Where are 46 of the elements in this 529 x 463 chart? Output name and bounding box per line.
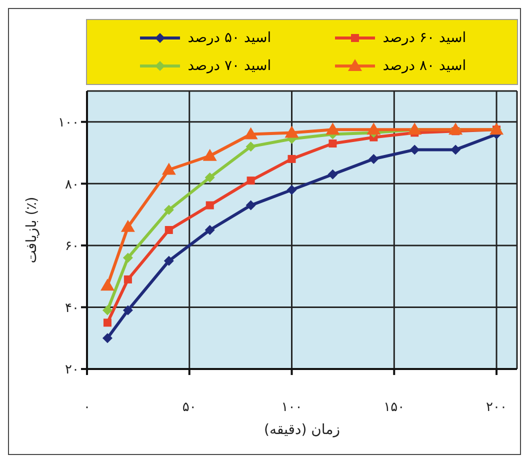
point — [410, 144, 420, 155]
point — [246, 176, 255, 185]
point — [162, 162, 176, 175]
point — [124, 275, 132, 284]
point — [206, 201, 214, 210]
point — [246, 200, 256, 210]
point — [120, 220, 135, 232]
y-axis-title: بازیافت (٪) — [24, 196, 40, 264]
point — [246, 142, 256, 152]
x-tick-label: ۱۰۰ — [281, 400, 302, 416]
x-axis-title: زمان (دقیقه) — [264, 422, 340, 438]
point — [328, 169, 338, 180]
y-tick-label: ۲۰ — [65, 362, 79, 378]
point — [326, 122, 340, 135]
point — [164, 226, 173, 234]
point — [102, 333, 112, 344]
point — [204, 172, 215, 182]
legend-label: اسید ۸۰ درصد — [382, 58, 466, 74]
legend-label: اسید ۷۰ درصد — [188, 58, 272, 74]
point — [286, 184, 297, 195]
point — [100, 278, 114, 291]
point — [103, 318, 112, 327]
y-tick-label: ۸۰ — [65, 177, 79, 192]
point — [122, 252, 133, 263]
y-tick-label: ۱۰۰ — [58, 116, 79, 131]
x-tick-label: ۵۰ — [182, 400, 196, 416]
point — [164, 204, 174, 215]
legend-label: اسید ۶۰ درصد — [382, 30, 466, 46]
point — [204, 225, 215, 235]
legend-label: اسید ۵۰ درصد — [188, 30, 272, 46]
x-tick-label: ۱۵۰ — [384, 400, 405, 416]
x-tick-label: ۲۰۰ — [486, 400, 507, 416]
point — [288, 154, 296, 163]
y-tick-label: ۴۰ — [65, 300, 79, 316]
point — [450, 144, 461, 155]
point — [102, 305, 112, 316]
point — [284, 126, 299, 138]
point — [164, 256, 174, 266]
point — [328, 140, 337, 148]
point — [202, 148, 217, 161]
point — [122, 305, 133, 316]
x-tick-label: ۰ — [84, 400, 90, 416]
y-tick-label: ۶۰ — [65, 239, 79, 254]
point — [366, 122, 381, 135]
point — [244, 127, 258, 140]
point — [368, 154, 379, 164]
